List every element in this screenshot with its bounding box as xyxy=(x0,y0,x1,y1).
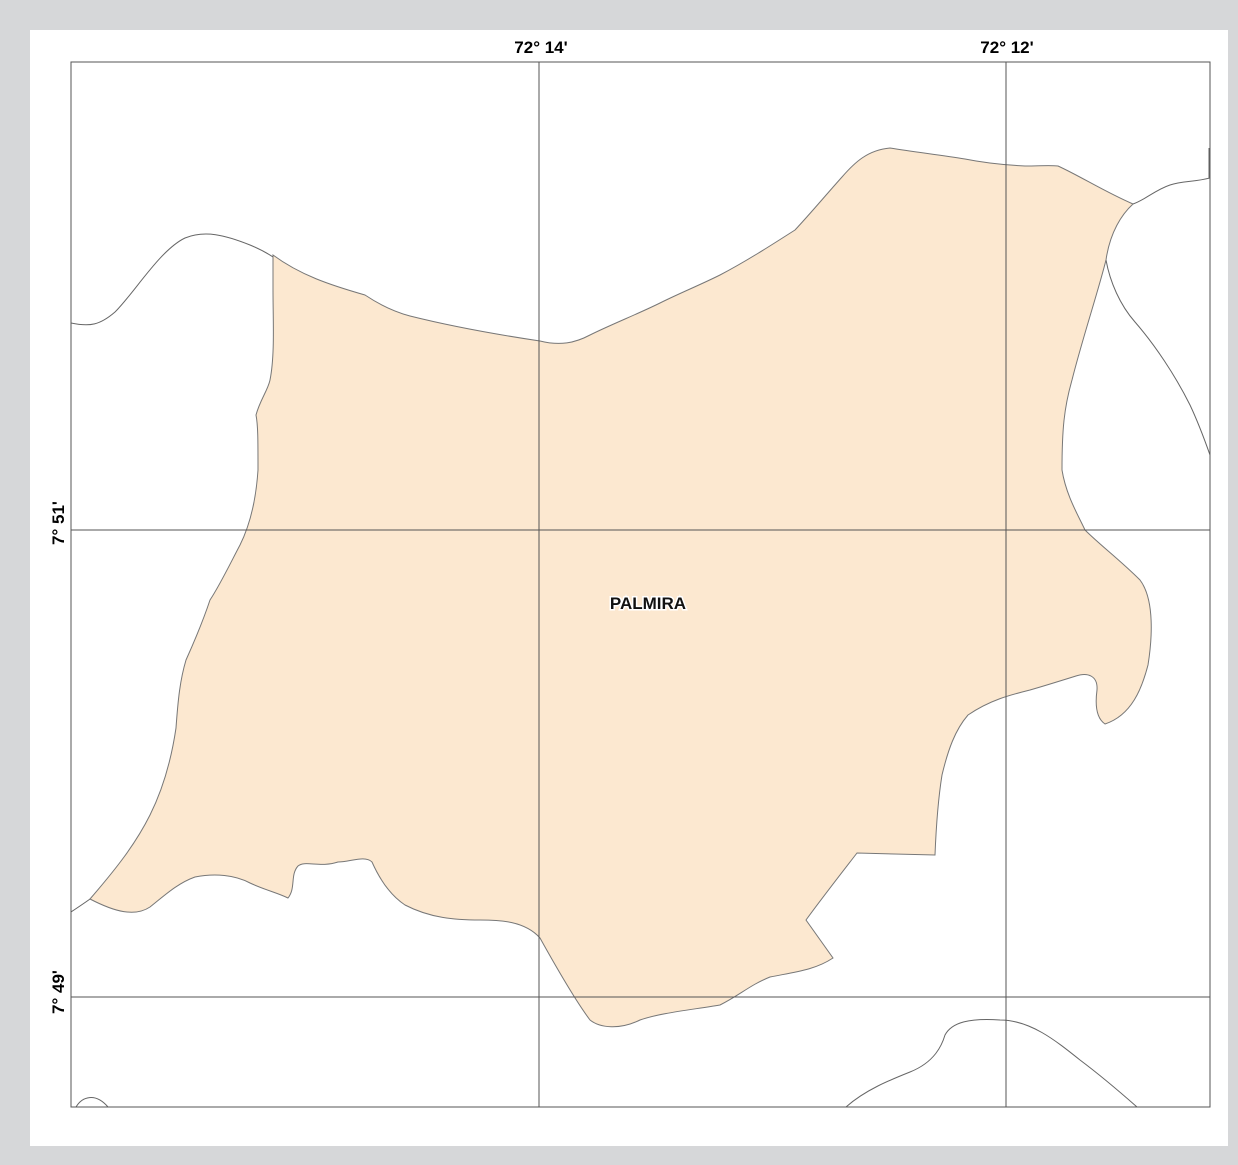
boundary-line-northeast xyxy=(1132,177,1210,205)
place-label-palmira: PALMIRA xyxy=(610,594,686,613)
boundary-line-east xyxy=(1105,259,1210,456)
boundary-line-southwest-corner xyxy=(75,1097,109,1107)
boundary-line-south xyxy=(845,1019,1138,1107)
map-neatline xyxy=(70,61,1211,1108)
palmira-region[interactable] xyxy=(89,147,1152,1028)
longitude-label-72-12: 72° 12' xyxy=(980,38,1033,57)
boundary-line-northwest xyxy=(71,233,274,326)
latitude-label-7-49: 7° 49' xyxy=(49,970,68,1014)
boundary-line-southwest xyxy=(71,898,91,913)
latitude-label-7-51: 7° 51' xyxy=(49,501,68,545)
longitude-label-72-14: 72° 14' xyxy=(514,38,567,57)
